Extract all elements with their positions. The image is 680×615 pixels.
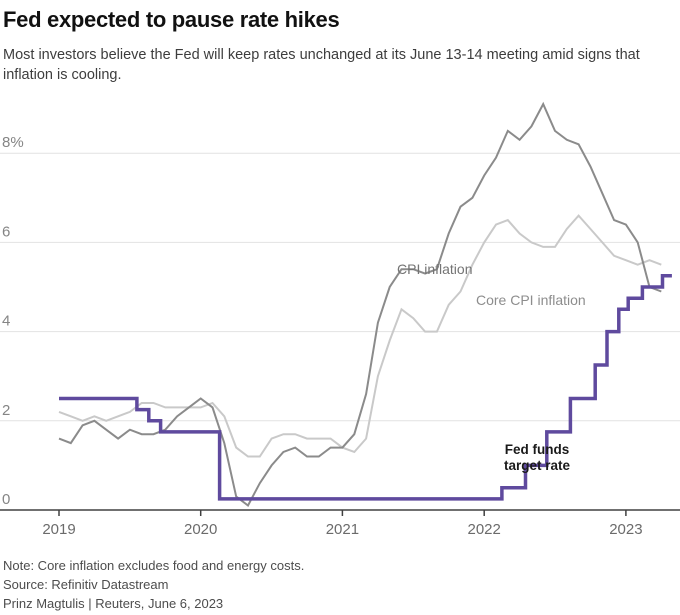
y-axis-label: 2 bbox=[2, 402, 10, 419]
y-axis-label: 4 bbox=[2, 313, 10, 330]
core-cpi-inflation-line bbox=[58, 214, 662, 458]
fed-funds-target-rate-line bbox=[59, 274, 672, 501]
y-axis-label: 6 bbox=[2, 223, 10, 240]
x-axis-label: 2021 bbox=[326, 521, 359, 538]
chart-source: Source: Refinitiv Datastream bbox=[3, 577, 169, 592]
y-axis-label: 0 bbox=[2, 491, 10, 508]
chart-subtitle: Most investors believe the Fed will keep… bbox=[3, 47, 640, 83]
page-title: Fed expected to pause rate hikes bbox=[3, 7, 340, 32]
cpi-line-label: CPI inflation bbox=[397, 261, 473, 277]
x-axis-label: 2019 bbox=[42, 521, 75, 538]
y-axis-label: 8% bbox=[2, 134, 24, 151]
x-axis-label: 2020 bbox=[184, 521, 217, 538]
core-cpi-line-label: Core CPI inflation bbox=[476, 292, 586, 308]
fed-funds-line-label: Fed funds target rate bbox=[503, 442, 571, 473]
chart-note: Note: Core inflation excludes food and e… bbox=[3, 558, 305, 573]
chart: 8% 6 4 2 0 2019 2020 2021 2022 2023 bbox=[0, 101, 680, 538]
chart-byline: Prinz Magtulis | Reuters, June 6, 2023 bbox=[3, 596, 224, 611]
x-axis-label: 2023 bbox=[609, 521, 642, 538]
x-axis-label: 2022 bbox=[468, 521, 501, 538]
chart-area: 8% 6 4 2 0 2019 2020 2021 2022 2023 CPI inflation… bbox=[0, 95, 680, 555]
